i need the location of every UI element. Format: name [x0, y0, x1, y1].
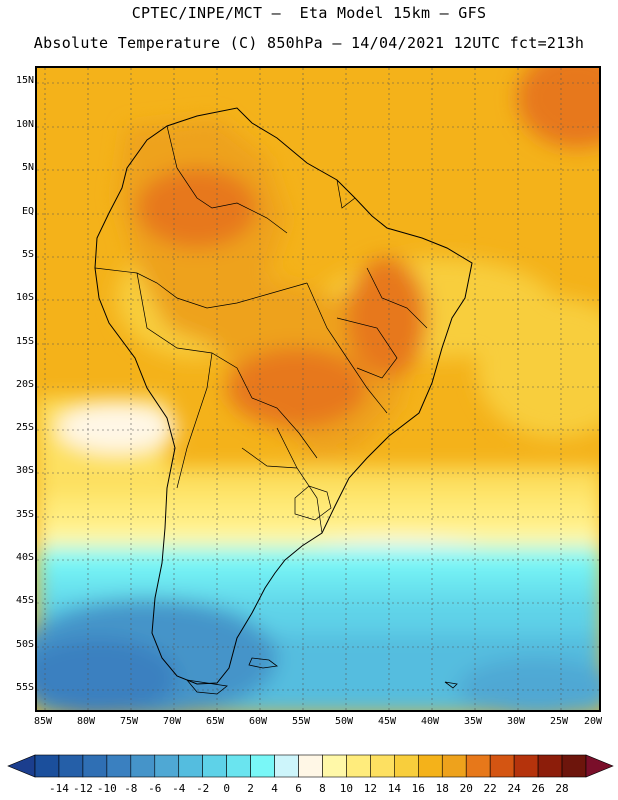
- lon-label: 70W: [162, 716, 182, 727]
- colorbar-swatch: [34, 754, 60, 778]
- continent-outline: [94, 107, 473, 685]
- colorbar-tick-label: 22: [484, 782, 497, 795]
- colorbar-swatch: [394, 754, 419, 778]
- colorbar-over-arrow: [585, 754, 614, 778]
- lat-label: 50S: [15, 639, 34, 650]
- colorbar-swatch: [226, 754, 251, 778]
- colorbar-swatch: [106, 754, 132, 778]
- colorbar-tick-label: 8: [319, 782, 326, 795]
- colorbar-swatch: [250, 754, 275, 778]
- colorbar-swatch: [202, 754, 227, 778]
- lon-label: 75W: [119, 716, 139, 727]
- colorbar-tick-label: 16: [412, 782, 425, 795]
- map-panel: [35, 66, 601, 712]
- colorbar-tick-label: 20: [460, 782, 473, 795]
- colorbar-swatch: [418, 754, 443, 778]
- colorbar-tick-label: -12: [73, 782, 93, 795]
- lon-label: 40W: [420, 716, 440, 727]
- colorbar-swatch: [298, 754, 323, 778]
- lat-label: 5S: [21, 249, 34, 260]
- lat-label: 15N: [15, 75, 34, 86]
- lon-label: 45W: [377, 716, 397, 727]
- lat-label: 15S: [15, 336, 34, 347]
- country-borders: [94, 125, 428, 534]
- lon-label: 80W: [76, 716, 96, 727]
- colorbar-under-arrow: [7, 754, 36, 778]
- lat-label: 45S: [15, 595, 34, 606]
- colorbar-tick-label: 2: [247, 782, 254, 795]
- colorbar-tick-label: -14: [49, 782, 69, 795]
- lat-label: 10N: [15, 119, 34, 130]
- colorbar-swatch: [441, 754, 467, 778]
- title-line-2: Absolute Temperature (C) 850hPa – 14/04/…: [33, 34, 585, 52]
- lat-label: 55S: [15, 682, 34, 693]
- temperature-field: [37, 68, 599, 710]
- colorbar-swatch: [370, 754, 395, 778]
- lon-label: 85W: [33, 716, 53, 727]
- lon-label: 55W: [291, 716, 311, 727]
- colorbar-swatch: [346, 754, 371, 778]
- lat-label: EQ: [21, 206, 34, 217]
- colorbar-tick-label: 12: [364, 782, 377, 795]
- colorbar-tick-label: 26: [531, 782, 544, 795]
- colorbar-swatch: [274, 754, 299, 778]
- lat-label: 25S: [15, 422, 34, 433]
- colorbar-swatch: [130, 754, 156, 778]
- colorbar-tick-label: 0: [223, 782, 230, 795]
- colorbar-tick-label: -4: [172, 782, 186, 795]
- colorbar-swatch: [465, 754, 491, 778]
- lon-label: 30W: [506, 716, 526, 727]
- colorbar-swatch: [178, 754, 203, 778]
- lon-label: 60W: [248, 716, 268, 727]
- graticule: [37, 68, 599, 710]
- colorbar-swatch: [322, 754, 347, 778]
- title-line-1: CPTEC/INPE/MCT – Eta Model 15km – GFS: [131, 4, 487, 22]
- colorbar-swatch: [82, 754, 108, 778]
- colorbar-swatch: [489, 754, 515, 778]
- lon-label: 20W: [583, 716, 603, 727]
- lon-label: 65W: [205, 716, 225, 727]
- colorbar-swatch: [513, 754, 539, 778]
- colorbar-tick-label: 24: [508, 782, 522, 795]
- lon-label: 50W: [334, 716, 354, 727]
- lat-label: 35S: [15, 509, 34, 520]
- colorbar: -14 -12 -10 -8 -6 -4 -2 0 2 4 6 8 10 12 14 16 18 20 22 24 26…: [7, 754, 614, 795]
- colorbar-tick-label: -10: [97, 782, 117, 795]
- colorbar-swatch: [537, 754, 563, 778]
- colorbar-swatch: [154, 754, 180, 778]
- colorbar-tick-label: -8: [124, 782, 137, 795]
- colorbar-tick-label: -2: [196, 782, 209, 795]
- tierra-del-fuego: [186, 679, 228, 695]
- lat-label: 40S: [15, 552, 34, 563]
- lon-label: 25W: [549, 716, 569, 727]
- falkland-islands: [248, 657, 279, 669]
- lat-label: 5N: [21, 162, 34, 173]
- colorbar-tick-label: 18: [436, 782, 449, 795]
- lat-label: 20S: [15, 379, 34, 390]
- lat-label: 10S: [15, 292, 34, 303]
- colorbar-tick-label: 28: [555, 782, 568, 795]
- colorbar-swatch: [58, 754, 84, 778]
- colorbar-tick-label: 6: [295, 782, 302, 795]
- lat-label: 30S: [15, 465, 34, 476]
- colorbar-tick-label: 4: [271, 782, 278, 795]
- colorbar-swatch: [561, 754, 587, 778]
- lon-label: 35W: [463, 716, 483, 727]
- south-georgia: [444, 681, 458, 689]
- colorbar-tick-label: 10: [340, 782, 353, 795]
- colorbar-tick-label: -6: [148, 782, 161, 795]
- colorbar-tick-label: 14: [388, 782, 402, 795]
